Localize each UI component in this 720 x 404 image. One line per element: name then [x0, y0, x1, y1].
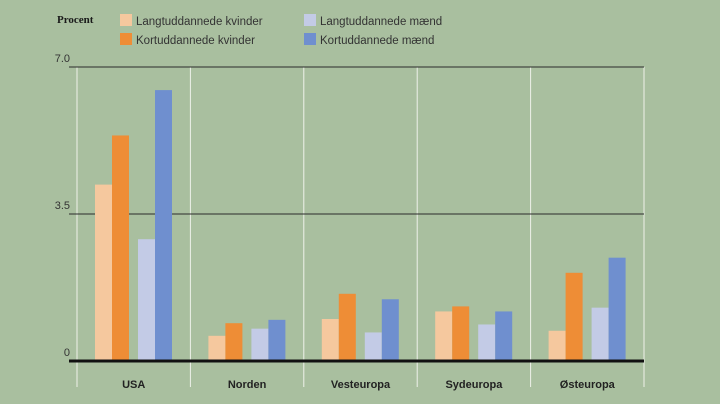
legend-swatch	[304, 14, 316, 26]
category-label: USA	[122, 379, 145, 391]
bar	[155, 90, 172, 361]
category-label: Norden	[228, 379, 267, 391]
bar	[548, 330, 566, 361]
bar	[208, 335, 226, 361]
bar	[225, 323, 243, 361]
bar	[435, 311, 453, 361]
bar	[338, 293, 356, 361]
bar	[495, 311, 513, 361]
y-tick-label: 7.0	[55, 53, 70, 65]
legend-swatch	[120, 33, 132, 45]
legend-swatch	[304, 33, 316, 45]
category-label: Østeuropa	[560, 379, 616, 391]
bar	[268, 319, 286, 361]
bar	[95, 184, 112, 361]
bar	[608, 257, 626, 361]
bar	[452, 306, 470, 361]
bar	[591, 307, 609, 361]
bar	[251, 328, 269, 361]
y-tick-label: 0	[64, 347, 70, 359]
legend-label: Kortuddannede kvinder	[136, 35, 255, 47]
y-axis-title: Procent	[57, 14, 94, 26]
bar	[478, 324, 496, 361]
bar	[381, 299, 399, 361]
legend-label: Kortuddannede mænd	[320, 35, 434, 47]
category-label: Vesteuropa	[331, 379, 391, 391]
legend-label: Langtuddannede mænd	[320, 16, 442, 28]
bar	[321, 319, 339, 361]
legend-swatch	[120, 14, 132, 26]
bar	[565, 272, 583, 361]
category-label: Sydeuropa	[445, 379, 503, 391]
bar	[138, 239, 155, 361]
bar	[112, 135, 129, 361]
bar	[364, 332, 382, 361]
y-tick-label: 3.5	[55, 200, 70, 212]
legend-label: Langtuddannede kvinder	[136, 16, 263, 28]
